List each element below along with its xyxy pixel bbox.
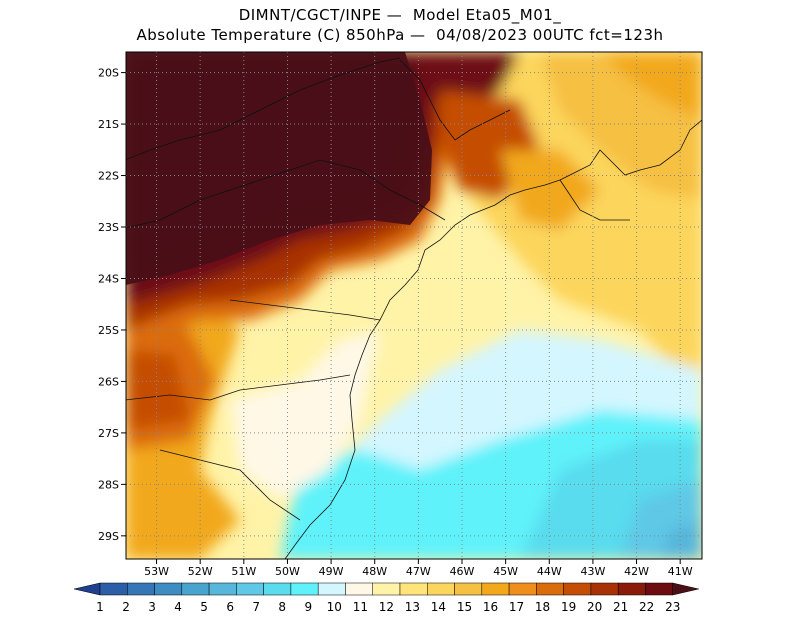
colorbar-label: 17 [509, 600, 524, 614]
colorbar-swatch [290, 582, 319, 596]
colorbar-swatch [263, 582, 292, 596]
chart-title-line-1: DIMNT/CGCT/INPE — Model Eta05_M01_ [238, 6, 562, 24]
colorbar-label: 18 [535, 600, 550, 614]
colorbar-swatch [645, 582, 673, 596]
colorbar-label: 10 [327, 600, 342, 614]
colorbar-label: 9 [304, 600, 312, 614]
lat-tick-label: 26S [98, 375, 119, 388]
colorbar-swatch [427, 582, 455, 596]
colorbar-swatch [236, 582, 264, 596]
colorbar-swatch [508, 582, 537, 596]
colorbar-swatch [99, 582, 128, 596]
colorbar-label: 5 [200, 600, 208, 614]
lat-tick-label: 20S [98, 67, 119, 80]
colorbar-swatch [399, 582, 428, 596]
colorbar-label: 15 [457, 600, 472, 614]
lon-tick-label: 44W [537, 565, 562, 578]
coastline [126, 57, 702, 559]
colorbar-label: 16 [483, 600, 498, 614]
colorbar-swatch [208, 582, 237, 596]
lon-tick-label: 47W [406, 565, 431, 578]
map-frame [125, 51, 703, 560]
colorbar-swatch [181, 582, 210, 596]
colorbar-swatch [345, 582, 373, 596]
colorbar-label: 7 [252, 600, 260, 614]
lat-tick-label: 29S [98, 530, 119, 543]
lon-tick-label: 50W [275, 565, 300, 578]
colorbar-label: 14 [431, 600, 446, 614]
colorbar-label: 6 [226, 600, 234, 614]
lon-tick-label: 53W [144, 565, 169, 578]
lat-tick-label: 24S [98, 272, 119, 285]
colorbar-swatch [454, 582, 483, 596]
colorbar-label: 2 [122, 600, 130, 614]
colorbar-swatch [590, 582, 619, 596]
lon-tick-label: 52W [188, 565, 213, 578]
colorbar-label: 1 [96, 600, 104, 614]
colorbar: 1 2 3 4 5 6 7 8 9 10 11 12 13 14 15 16 17 18 19 20 21 22 23 [73, 582, 699, 614]
colorbar-label: 20 [587, 600, 602, 614]
colorbar-swatch [372, 582, 401, 596]
colorbar-swatch [154, 582, 183, 596]
colorbar-label: 13 [405, 600, 420, 614]
colorbar-label: 22 [639, 600, 654, 614]
colorbar-label: 11 [353, 600, 368, 614]
colorbar-label: 23 [665, 600, 680, 614]
colorbar-label: 21 [613, 600, 628, 614]
map-gridlines [126, 52, 702, 559]
lon-tick-label: 42W [624, 565, 649, 578]
lon-tick-label: 46W [450, 565, 475, 578]
colorbar-swatch [563, 582, 592, 596]
colorbar-swatch [317, 582, 346, 596]
lat-tick-label: 21S [98, 118, 119, 131]
colorbar-swatch [617, 582, 646, 596]
temperature-field [126, 52, 702, 559]
lon-tick-label: 45W [493, 565, 518, 578]
colorbar-swatch [536, 582, 564, 596]
lon-tick-label: 48W [362, 565, 387, 578]
colorbar-swatch [481, 582, 510, 596]
lon-tick-label: 49W [319, 565, 344, 578]
lon-tick-label: 41W [668, 565, 693, 578]
lon-tick-label: 51W [231, 565, 256, 578]
lat-tick-label: 27S [98, 427, 119, 440]
colorbar-arrow-high [672, 582, 699, 596]
lat-tick-label: 23S [98, 221, 119, 234]
colorbar-label: 4 [174, 600, 182, 614]
colorbar-label: 19 [561, 600, 576, 614]
colorbar-label: 8 [278, 600, 286, 614]
lat-tick-label: 22S [98, 170, 119, 183]
chart-title-line-2: Absolute Temperature (C) 850hPa — 04/08/… [136, 26, 664, 44]
colorbar-label: 12 [379, 600, 394, 614]
lat-tick-label: 25S [98, 324, 119, 337]
lon-tick-label: 43W [580, 565, 605, 578]
colorbar-label: 3 [148, 600, 156, 614]
colorbar-swatch [127, 582, 155, 596]
lat-tick-label: 28S [98, 478, 119, 491]
colorbar-arrow-low [73, 582, 101, 596]
